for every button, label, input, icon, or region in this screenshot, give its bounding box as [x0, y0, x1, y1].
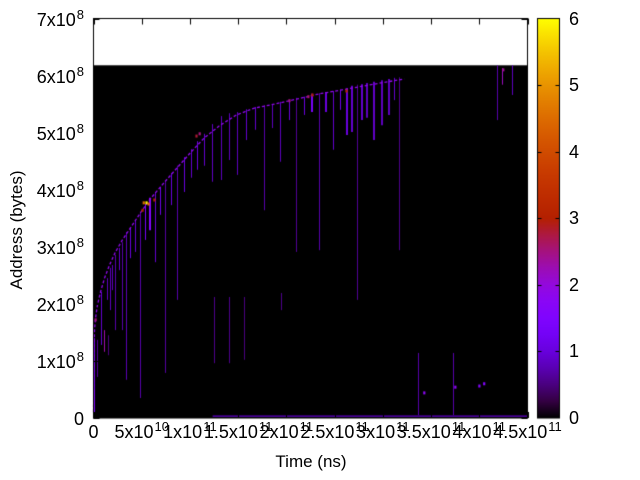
colorbar-tick-label: 6 — [569, 8, 580, 29]
x-tick-label: 3.5x1011 — [396, 419, 466, 442]
y-tick-label: 2x108 — [36, 291, 84, 315]
colorbar-tick-label: 2 — [569, 274, 580, 295]
x-tick-label: 2x1011 — [259, 419, 314, 442]
colorbar-tick-label: 3 — [569, 208, 580, 229]
y-tick-label: 4x108 — [36, 177, 84, 201]
y-tick-label: 7x108 — [36, 6, 84, 30]
x-tick-label: 1x1011 — [163, 419, 217, 442]
x-tick-label: 4x1011 — [452, 419, 507, 442]
y-tick-label: 1x108 — [36, 348, 84, 372]
x-tick-label: 4.5x1011 — [493, 419, 562, 442]
y-axis-title: Address (bytes) — [7, 170, 26, 290]
x-tick-label: 5x1010 — [114, 419, 169, 442]
colorbar-tick-label: 5 — [569, 75, 580, 96]
y-tick-label: 5x108 — [36, 120, 84, 144]
x-tick-label: 3x1011 — [356, 419, 410, 442]
y-tick-label: 0 — [73, 409, 84, 429]
colorbar-tick-label: 4 — [569, 141, 580, 162]
colorbar-tick-label: 0 — [569, 408, 580, 428]
x-tick-label: 0 — [88, 422, 99, 442]
colorbar-tick-label: 1 — [569, 341, 580, 362]
y-tick-label: 6x108 — [36, 63, 84, 87]
x-axis-title: Time (ns) — [275, 452, 347, 471]
x-tick-label: 2.5x1011 — [300, 419, 369, 442]
y-tick-label: 3x108 — [36, 234, 84, 258]
x-tick-label: 1.5x1011 — [203, 419, 273, 442]
